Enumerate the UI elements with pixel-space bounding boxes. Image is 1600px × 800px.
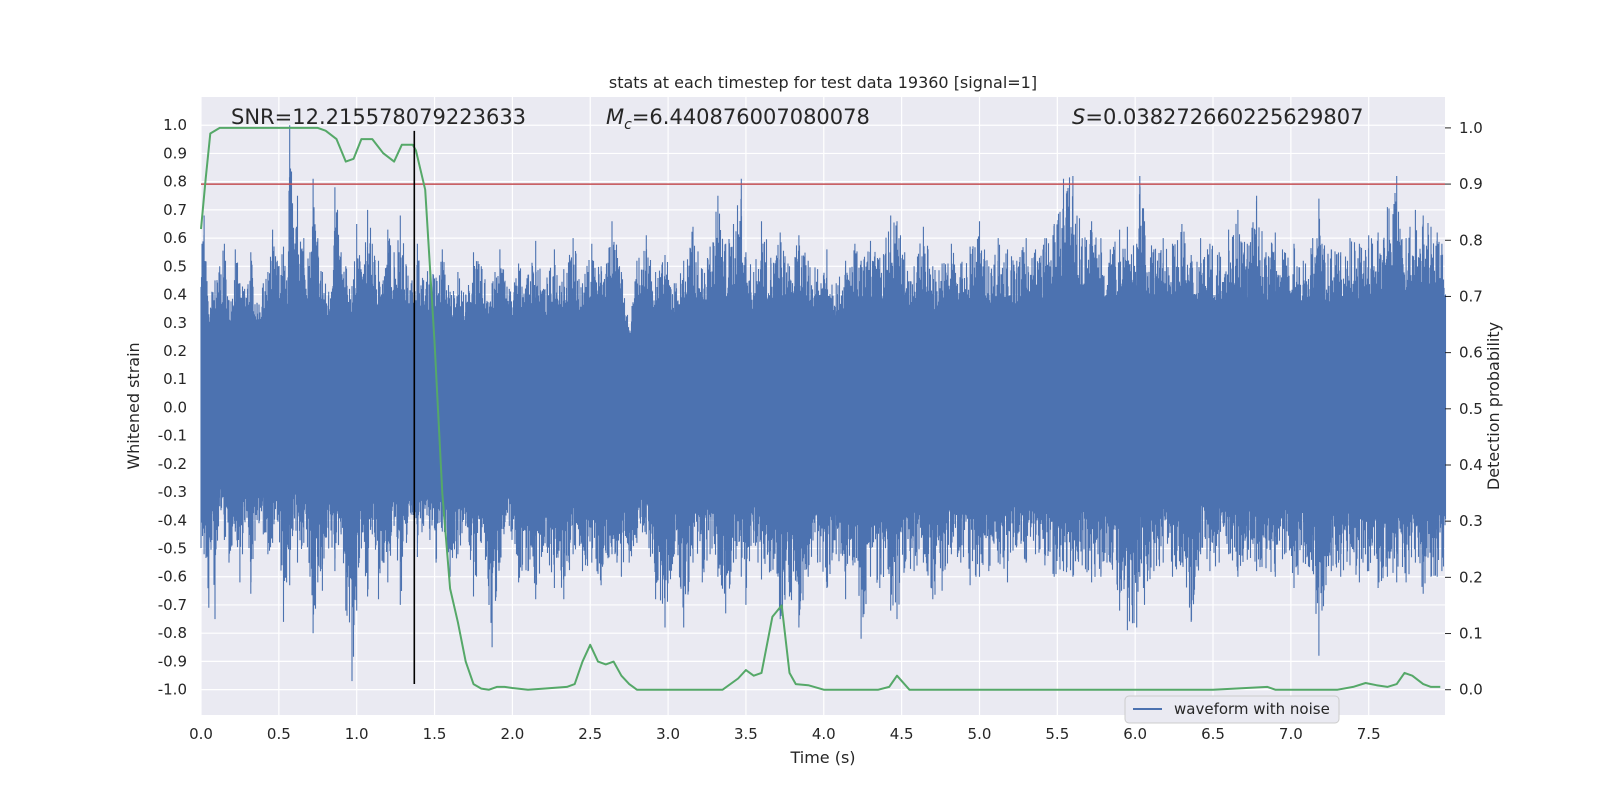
x-tick-label: 2.5 [578, 725, 602, 743]
y-tick-label: -0.8 [158, 624, 187, 642]
y-tick-label: 0.8 [163, 173, 187, 191]
legend-label-waveform: waveform with noise [1174, 700, 1330, 718]
y-tick-label: -0.6 [158, 568, 187, 586]
y2-tick-label: 0.1 [1459, 625, 1483, 643]
snr-annotation: SNR=12.215578079223633 [231, 105, 526, 129]
probability-line [200, 126, 1441, 691]
x-tick-label: 5.5 [1045, 725, 1069, 743]
y-tick-label: 1.0 [163, 116, 187, 134]
x-tick-label: 3.0 [656, 725, 680, 743]
chirp-mass-annotation: Mc=6.440876007080078 [606, 105, 870, 133]
waveform-trace [200, 125, 1447, 682]
legend-box [1124, 695, 1340, 724]
y-tick-label: -0.5 [158, 540, 187, 558]
x-axis-title: Time (s) [789, 748, 855, 767]
y2-axis-ticks: 0.0 0.1 0.2 0.3 0.4 0.5 0.6 0.7 0.8 0.9 1.0 [1445, 119, 1483, 699]
y2-tick-label: 1.0 [1459, 119, 1483, 137]
y2-tick-label: 0.4 [1459, 456, 1483, 474]
x-axis-ticks: 0.0 0.5 1.0 1.5 2.0 2.5 3.0 3.5 4.0 4.5 5.0 5.5 6.0 6… [189, 725, 1381, 743]
x-tick-label: 1.5 [423, 725, 447, 743]
legend: waveform with noise [1124, 695, 1340, 724]
x-tick-label: 6.5 [1201, 725, 1225, 743]
chirp-mass-value: =6.440876007080078 [632, 105, 870, 129]
y2-tick-label: 0.5 [1459, 400, 1483, 418]
y2-tick-label: 0.3 [1459, 512, 1483, 530]
y2-tick-label: 0.2 [1459, 568, 1483, 586]
y2-tick-label: 0.6 [1459, 344, 1483, 362]
x-tick-label: 4.5 [890, 725, 914, 743]
y-tick-label: 0.4 [163, 286, 187, 304]
y2-tick-label: 0.9 [1459, 175, 1483, 193]
x-tick-label: 7.0 [1279, 725, 1303, 743]
chirp-mass-symbol: M [606, 105, 624, 129]
x-tick-label: 0.0 [189, 725, 213, 743]
y2-tick-label: 0.7 [1459, 287, 1483, 305]
chart-title: stats at each timestep for test data 193… [609, 73, 1037, 92]
x-tick-label: 2.0 [500, 725, 524, 743]
y-tick-label: -0.4 [158, 511, 187, 529]
y-tick-label: 0.2 [163, 342, 187, 360]
s-symbol: S [1072, 105, 1085, 129]
x-tick-label: 0.5 [267, 725, 291, 743]
y2-axis-title: Detection probability [1484, 322, 1503, 490]
y-tick-label: -0.9 [158, 652, 187, 670]
x-tick-label: 6.0 [1123, 725, 1147, 743]
s-annotation: S=0.038272660225629807 [1072, 105, 1363, 129]
x-tick-label: 1.0 [345, 725, 369, 743]
y2-tick-label: 0.0 [1459, 681, 1483, 699]
y-tick-label: 0.5 [163, 257, 187, 275]
x-tick-label: 5.0 [968, 725, 992, 743]
y-tick-label: 0.3 [163, 314, 187, 332]
y2-tick-label: 0.8 [1459, 231, 1483, 249]
y-tick-label: -0.2 [158, 455, 187, 473]
y-tick-label: -1.0 [158, 681, 187, 699]
y-axis-ticks: -1.0 -0.9 -0.8 -0.7 -0.6 -0.5 -0.4 -0.3 -0.2 -0.1… [158, 116, 187, 698]
y-tick-label: 0.6 [163, 229, 187, 247]
y-axis-title: Whitened strain [124, 342, 143, 469]
probability-series [200, 126, 1441, 691]
y-tick-label: 0.1 [163, 370, 187, 388]
y-tick-label: 0.9 [163, 144, 187, 162]
s-value: =0.038272660225629807 [1085, 105, 1363, 129]
chirp-mass-subscript: c [624, 117, 632, 133]
y-tick-label: 0.7 [163, 201, 187, 219]
y-tick-label: -0.3 [158, 483, 187, 501]
waveform-series [200, 125, 1447, 682]
y-tick-label: 0.0 [163, 398, 187, 416]
y-tick-label: -0.7 [158, 596, 187, 614]
x-tick-label: 7.5 [1357, 725, 1381, 743]
x-tick-label: 3.5 [734, 725, 758, 743]
y-tick-label: -0.1 [158, 427, 187, 445]
x-tick-label: 4.0 [812, 725, 836, 743]
